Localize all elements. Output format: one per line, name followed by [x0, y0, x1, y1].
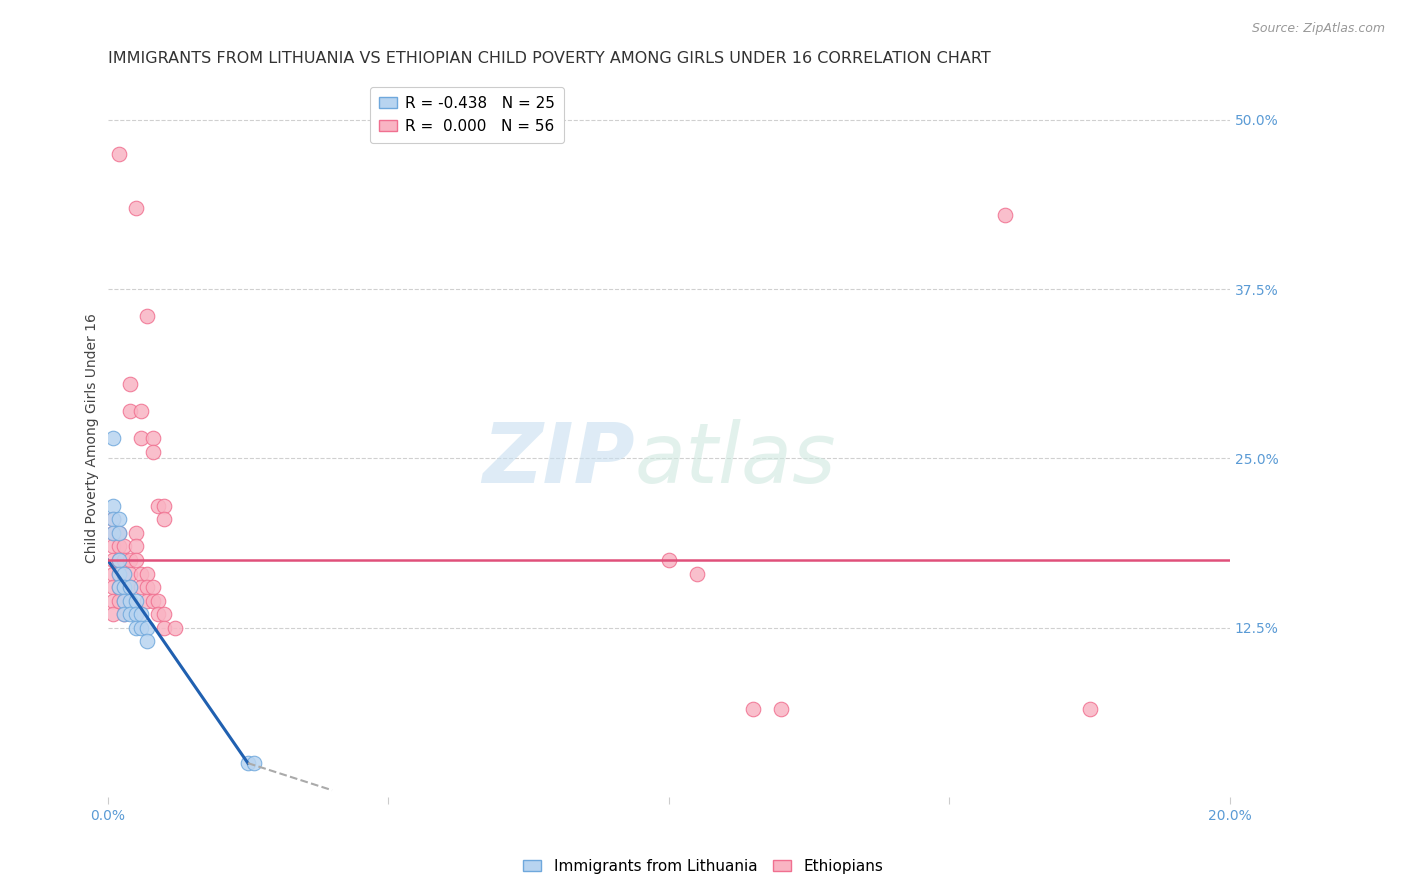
Point — [994, 208, 1017, 222]
Point — [108, 566, 131, 581]
Text: ZIP: ZIP — [482, 419, 636, 500]
Legend: Immigrants from Lithuania, Ethiopians: Immigrants from Lithuania, Ethiopians — [517, 853, 889, 880]
Point — [108, 512, 131, 526]
Point — [114, 566, 136, 581]
Point — [120, 566, 142, 581]
Point — [1078, 702, 1101, 716]
Point — [129, 607, 152, 622]
Point — [108, 593, 131, 607]
Point — [236, 756, 259, 771]
Point — [125, 593, 148, 607]
Point — [741, 702, 763, 716]
Point — [769, 702, 792, 716]
Point — [146, 607, 169, 622]
Point — [135, 621, 157, 635]
Point — [152, 607, 174, 622]
Text: atlas: atlas — [636, 419, 837, 500]
Point — [103, 525, 125, 540]
Point — [108, 580, 131, 594]
Point — [152, 512, 174, 526]
Point — [108, 553, 131, 567]
Point — [135, 593, 157, 607]
Point — [114, 540, 136, 554]
Point — [103, 540, 125, 554]
Y-axis label: Child Poverty Among Girls Under 16: Child Poverty Among Girls Under 16 — [86, 313, 100, 563]
Point — [114, 580, 136, 594]
Point — [103, 525, 125, 540]
Point — [152, 499, 174, 513]
Point — [129, 566, 152, 581]
Point — [120, 607, 142, 622]
Point — [114, 593, 136, 607]
Point — [141, 431, 163, 445]
Point — [135, 580, 157, 594]
Point — [125, 607, 148, 622]
Point — [135, 566, 157, 581]
Point — [242, 756, 264, 771]
Point — [141, 444, 163, 458]
Point — [108, 566, 131, 581]
Point — [103, 566, 125, 581]
Point — [114, 566, 136, 581]
Point — [125, 201, 148, 215]
Point — [125, 621, 148, 635]
Point — [103, 593, 125, 607]
Point — [103, 553, 125, 567]
Point — [141, 593, 163, 607]
Point — [108, 525, 131, 540]
Point — [120, 580, 142, 594]
Point — [103, 512, 125, 526]
Point — [120, 580, 142, 594]
Point — [120, 376, 142, 391]
Point — [129, 621, 152, 635]
Point — [103, 580, 125, 594]
Point — [146, 593, 169, 607]
Point — [114, 553, 136, 567]
Point — [658, 553, 681, 567]
Point — [125, 540, 148, 554]
Point — [103, 607, 125, 622]
Point — [103, 499, 125, 513]
Point — [146, 499, 169, 513]
Point — [129, 431, 152, 445]
Text: Source: ZipAtlas.com: Source: ZipAtlas.com — [1251, 22, 1385, 36]
Point — [108, 553, 131, 567]
Point — [163, 621, 186, 635]
Point — [114, 607, 136, 622]
Point — [108, 580, 131, 594]
Point — [125, 553, 148, 567]
Point — [125, 525, 148, 540]
Point — [103, 512, 125, 526]
Legend: R = -0.438   N = 25, R =  0.000   N = 56: R = -0.438 N = 25, R = 0.000 N = 56 — [370, 87, 564, 143]
Text: IMMIGRANTS FROM LITHUANIA VS ETHIOPIAN CHILD POVERTY AMONG GIRLS UNDER 16 CORREL: IMMIGRANTS FROM LITHUANIA VS ETHIOPIAN C… — [108, 51, 990, 66]
Point — [120, 593, 142, 607]
Point — [141, 580, 163, 594]
Point — [686, 566, 709, 581]
Point — [120, 553, 142, 567]
Point — [103, 431, 125, 445]
Point — [120, 404, 142, 418]
Point — [108, 525, 131, 540]
Point — [135, 634, 157, 648]
Point — [114, 580, 136, 594]
Point — [114, 593, 136, 607]
Point — [108, 540, 131, 554]
Point — [135, 310, 157, 324]
Point — [129, 580, 152, 594]
Point — [152, 621, 174, 635]
Point — [114, 607, 136, 622]
Point — [108, 146, 131, 161]
Point — [129, 404, 152, 418]
